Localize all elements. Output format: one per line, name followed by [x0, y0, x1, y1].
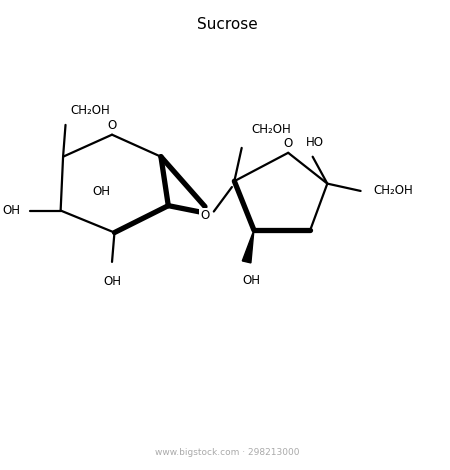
Text: HO: HO — [306, 135, 324, 149]
Text: O: O — [200, 209, 210, 222]
Text: O: O — [108, 119, 117, 133]
Text: O: O — [284, 136, 293, 149]
Text: CH₂OH: CH₂OH — [374, 184, 413, 197]
Text: CH₂OH: CH₂OH — [70, 104, 110, 117]
Text: OH: OH — [103, 275, 121, 288]
Text: OH: OH — [243, 274, 261, 287]
Text: Sucrose: Sucrose — [197, 17, 257, 32]
Text: CH₂OH: CH₂OH — [251, 123, 291, 136]
Polygon shape — [242, 230, 254, 263]
Text: OH: OH — [92, 186, 110, 198]
Text: OH: OH — [3, 204, 21, 217]
Text: www.bigstock.com · 298213000: www.bigstock.com · 298213000 — [155, 448, 299, 457]
